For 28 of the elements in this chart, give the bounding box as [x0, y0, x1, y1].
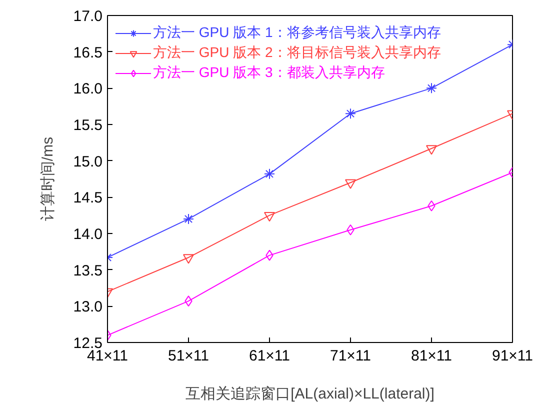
- point: [345, 108, 356, 120]
- legend-label: 方法一 GPU 版本 1：将参考信号装入共享内存: [153, 24, 441, 42]
- y-tick-label: 14.5: [73, 190, 103, 207]
- point: [426, 145, 437, 155]
- x-axis-title: 互相关追踪窗口[AL(axial)×LL(lateral)]: [186, 386, 434, 402]
- y-tick-label: 15.5: [73, 117, 103, 134]
- point: [426, 82, 437, 94]
- y-tick-label: 17.0: [73, 8, 103, 25]
- y-tick-label: 16.0: [73, 80, 103, 98]
- x-tick-label: 51×11: [168, 348, 210, 364]
- x-tick-label: 81×11: [410, 348, 452, 364]
- point: [264, 212, 275, 222]
- x-tick-label: 61×11: [248, 348, 290, 364]
- x-tick-label: 91×11: [492, 348, 534, 364]
- y-tick-label: 13.5: [73, 262, 103, 280]
- point: [264, 168, 275, 180]
- y-tick-label: 15.0: [73, 153, 103, 170]
- y-tick-label: 13.0: [73, 298, 103, 316]
- x-tick-label: 71×11: [330, 348, 372, 364]
- y-tick-label: 16.5: [73, 44, 103, 62]
- point: [183, 213, 194, 224]
- legend-label: 方法一 GPU 版本 2：将目标信号装入共享内存: [153, 44, 441, 62]
- legend-label: 方法一 GPU 版本 3：都装入共享内存: [153, 64, 385, 82]
- point: [183, 254, 194, 264]
- y-tick-label: 14.0: [73, 226, 103, 243]
- point: [345, 179, 356, 189]
- y-axis-title: 计算时间/ms: [39, 136, 56, 222]
- x-tick-label: 41×11: [86, 348, 128, 364]
